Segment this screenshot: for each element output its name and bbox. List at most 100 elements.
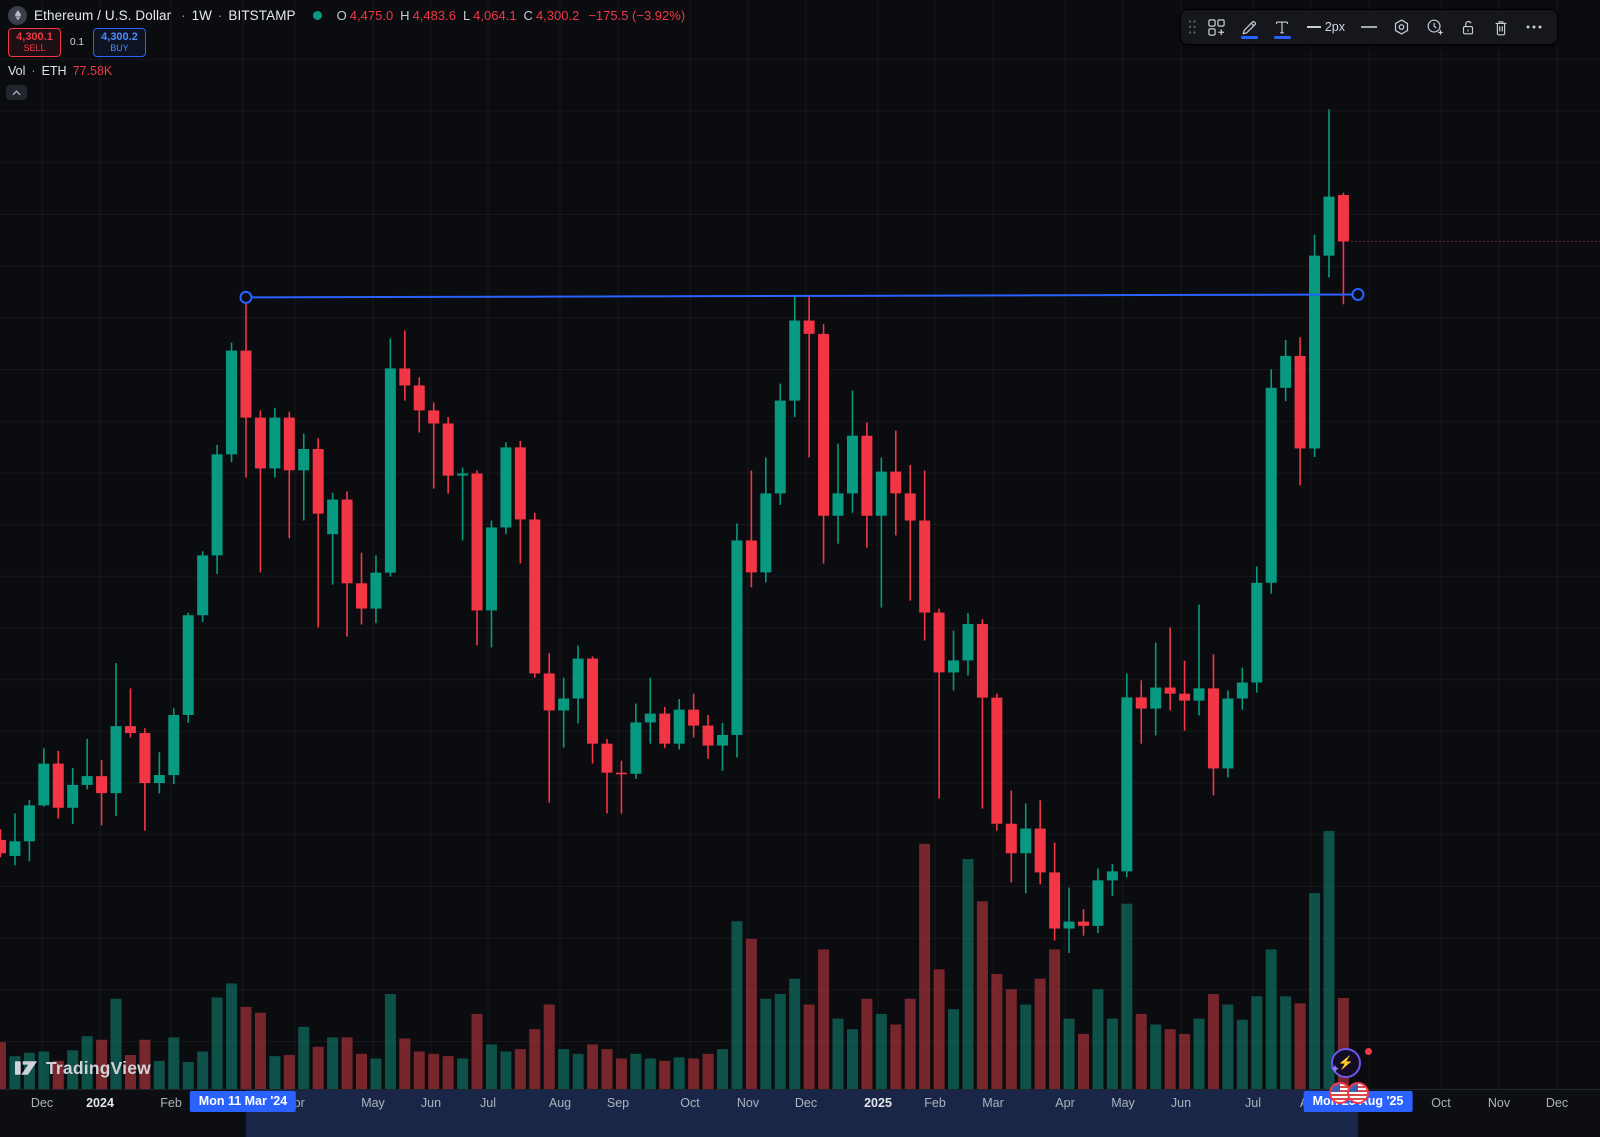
candle-body <box>211 454 223 556</box>
volume-bar <box>1309 893 1321 1089</box>
time-axis-label: Jun <box>420 1096 442 1110</box>
candle-body <box>182 615 194 715</box>
volume-bar <box>1337 997 1349 1089</box>
volume-bar <box>0 1042 6 1089</box>
volume-bar <box>327 1037 339 1089</box>
symbol-title[interactable]: Ethereum / U.S. Dollar · 1W · BITSTAMP <box>34 7 296 23</box>
time-axis-label: Dec <box>30 1096 54 1110</box>
object-tree-button[interactable] <box>1201 13 1232 41</box>
volume-bar <box>731 921 743 1089</box>
trendline-start-date-tooltip: Mon 11 Mar '24 <box>189 1091 297 1112</box>
candle-body <box>832 493 844 516</box>
volume-bar <box>875 1013 887 1089</box>
candle-body <box>890 471 902 494</box>
time-axis-label: Aug <box>548 1096 572 1110</box>
candle-body <box>370 572 382 609</box>
buy-button[interactable]: 4,300.2 BUY <box>93 28 146 57</box>
volume-series[interactable] <box>0 830 1349 1089</box>
volume-bar <box>991 974 1003 1089</box>
layout-squares-plus-icon <box>1208 18 1225 36</box>
volume-bar <box>81 1036 93 1089</box>
candle-body <box>875 471 887 516</box>
candle-body <box>81 776 93 785</box>
trendline-handle-right[interactable] <box>1351 287 1365 301</box>
line-width-icon <box>1306 26 1321 28</box>
candle-body <box>1236 682 1248 699</box>
time-axis-label: Oct <box>1431 1096 1451 1110</box>
us-flag-event-icon[interactable] <box>1347 1082 1369 1104</box>
candle-body <box>1294 355 1306 449</box>
interval-label: 1W <box>191 7 213 23</box>
lightning-apps-icon[interactable]: ⚡ ✦ <box>1330 1048 1372 1078</box>
candle-body <box>226 350 238 455</box>
volume-bar <box>168 1037 180 1089</box>
candlestick-series[interactable] <box>0 109 1349 953</box>
candle-body <box>1280 355 1292 388</box>
volume-bar <box>1323 830 1335 1089</box>
sell-button[interactable]: 4,300.1 SELL <box>8 28 61 57</box>
candle-body <box>38 763 50 806</box>
settings-button[interactable] <box>1386 13 1417 41</box>
time-axis-label: Jul <box>480 1096 496 1110</box>
candle-body <box>269 417 281 469</box>
text-tool-button[interactable] <box>1267 13 1298 41</box>
volume-indicator-legend[interactable]: Vol · ETH 77.58K <box>8 64 113 78</box>
volume-bar <box>1020 1004 1032 1089</box>
time-axis-label: Oct <box>680 1096 700 1110</box>
volume-bar <box>283 1054 295 1089</box>
volume-value: 77.58K <box>72 64 113 78</box>
time-axis-label: May <box>1111 1096 1135 1110</box>
line-style-button[interactable] <box>1353 13 1384 41</box>
trendline-drawing[interactable] <box>239 287 1365 304</box>
volume-bar <box>341 1037 353 1089</box>
drag-dots-icon <box>1188 20 1196 34</box>
candle-body <box>861 435 873 516</box>
volume-bar <box>428 1053 440 1089</box>
draw-tool-button[interactable] <box>1234 13 1265 41</box>
delete-button[interactable] <box>1485 13 1516 41</box>
pencil-icon <box>1242 20 1256 35</box>
candle-body <box>991 697 1003 824</box>
volume-bar <box>644 1058 656 1089</box>
volume-bar <box>1005 989 1017 1089</box>
candle-body <box>1034 828 1046 873</box>
more-options-button[interactable] <box>1518 13 1549 41</box>
volume-bar <box>514 1049 526 1089</box>
add-alert-button[interactable] <box>1419 13 1450 41</box>
volume-bar <box>9 1056 21 1089</box>
notification-dot-icon <box>1365 1048 1372 1055</box>
text-T-icon <box>1276 21 1289 34</box>
candle-body <box>1337 195 1349 242</box>
volume-bar <box>1294 1003 1306 1089</box>
volume-bar <box>774 993 786 1089</box>
volume-bar <box>962 859 974 1089</box>
toolbar-drag-handle[interactable] <box>1185 13 1199 41</box>
lock-button[interactable] <box>1452 13 1483 41</box>
candle-body <box>1222 698 1234 769</box>
volume-bar <box>702 1053 714 1089</box>
gear-hexagon-icon <box>1394 18 1409 35</box>
candle-body <box>1207 688 1219 769</box>
candle-body <box>67 784 79 808</box>
price-chart-canvas[interactable] <box>0 0 1600 1089</box>
candle-body <box>283 417 295 471</box>
candle-body <box>919 520 931 613</box>
volume-bar <box>413 1051 425 1089</box>
candle-body <box>153 775 165 784</box>
candle-body <box>774 400 786 494</box>
candle-body <box>428 410 440 424</box>
collapse-legend-button[interactable] <box>6 85 27 100</box>
market-status-dot-icon[interactable] <box>312 10 322 20</box>
volume-bar <box>789 978 801 1089</box>
candle-body <box>702 725 714 746</box>
candle-body <box>1078 921 1089 926</box>
volume-bar <box>370 1058 382 1089</box>
volume-bar <box>139 1039 151 1089</box>
candle-body <box>240 350 252 418</box>
line-width-button[interactable]: 2px <box>1300 13 1351 41</box>
trendline-handle-left[interactable] <box>239 290 253 304</box>
tradingview-logo[interactable]: TradingView <box>14 1057 151 1079</box>
drawing-toolbar: 2px <box>1179 9 1558 45</box>
volume-bar <box>471 1013 483 1089</box>
